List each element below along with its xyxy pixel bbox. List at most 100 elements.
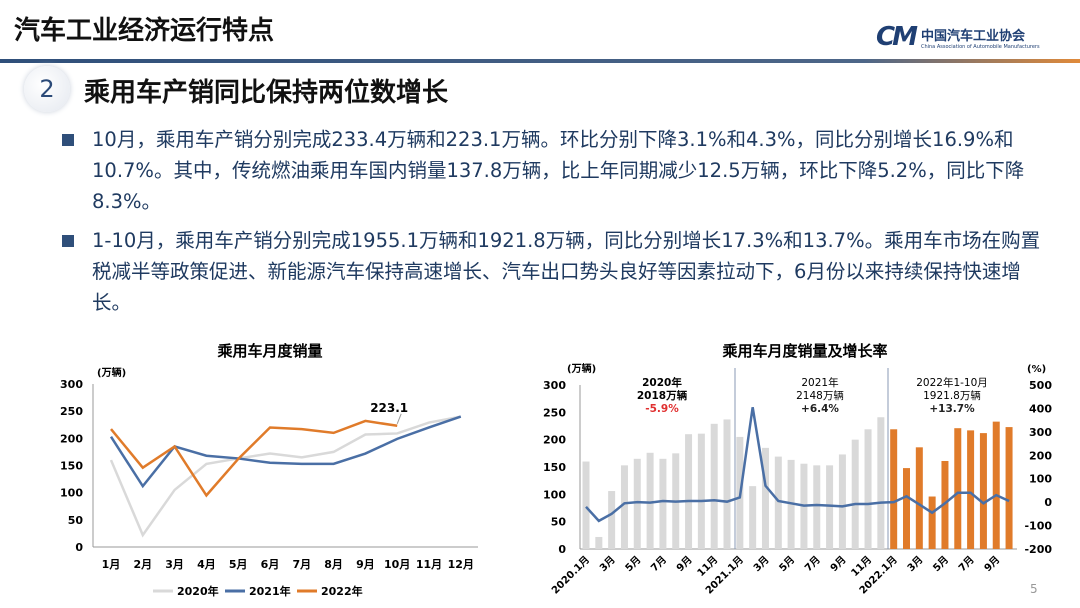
y2-tick-label: 0 bbox=[1044, 496, 1052, 509]
growth-rate-line bbox=[585, 407, 1010, 523]
y2-tick-label: 500 bbox=[1029, 379, 1052, 392]
y-tick-label: 300 bbox=[543, 379, 566, 392]
x-tick-label: 9月 bbox=[356, 558, 375, 571]
y-tick-label: 200 bbox=[60, 432, 83, 445]
y-tick-label: 150 bbox=[60, 460, 83, 473]
sales-bar bbox=[851, 439, 859, 549]
y-tick-label: 250 bbox=[543, 406, 566, 419]
y2-tick-label: 300 bbox=[1029, 426, 1052, 439]
y-tick-label: 100 bbox=[543, 488, 566, 501]
x-tick-label: 5月 bbox=[931, 554, 951, 574]
y-tick-label: 50 bbox=[551, 516, 567, 529]
sales-bar bbox=[685, 434, 693, 549]
sales-bar bbox=[608, 491, 616, 549]
x-tick-label: 3月 bbox=[597, 554, 617, 574]
sales-bar bbox=[838, 454, 846, 549]
x-tick-label: 3月 bbox=[905, 554, 925, 574]
section-number: 2 bbox=[24, 66, 70, 112]
logo-mark-icon: CM bbox=[876, 22, 918, 52]
sales-bar bbox=[992, 421, 1000, 549]
x-tick-label: 4月 bbox=[197, 558, 216, 571]
x-tick-label: 6月 bbox=[261, 558, 280, 571]
legend-label: 2022年 bbox=[321, 584, 363, 598]
chart-title: 乘用车月度销量及增长率 bbox=[721, 342, 887, 360]
annotation-rate: -5.9% bbox=[645, 403, 679, 415]
header-divider bbox=[0, 59, 1080, 63]
sales-bar bbox=[877, 417, 885, 549]
y-tick-label: 50 bbox=[68, 514, 84, 527]
sales-bar bbox=[941, 460, 949, 549]
monthly-sales-growth-chart: 乘用车月度销量及增长率(万辆) (%)050100150200250300-200… bbox=[543, 342, 1052, 597]
series-line-2022年 bbox=[110, 419, 398, 498]
annotation-line: 2148万辆 bbox=[796, 389, 844, 402]
x-tick-label: 7月 bbox=[802, 554, 822, 574]
bullet-list: 10月，乘用车产销分别完成233.4万辆和223.1万辆。环比分别下降3.1%和… bbox=[60, 124, 1050, 326]
x-tick-label: 3月 bbox=[751, 554, 771, 574]
y2-tick-label: 100 bbox=[1029, 473, 1052, 486]
x-tick-label: 5月 bbox=[777, 554, 797, 574]
y2-tick-label: 400 bbox=[1029, 402, 1052, 415]
sales-bar bbox=[595, 536, 603, 549]
sales-bar bbox=[646, 452, 654, 549]
sales-bar bbox=[903, 468, 910, 549]
legend-label: 2021年 bbox=[249, 584, 291, 598]
y-tick-label: 200 bbox=[543, 434, 566, 447]
annotation-line: 2020年 bbox=[642, 376, 682, 389]
x-tick-label: 8月 bbox=[324, 558, 343, 571]
y-tick-label: 250 bbox=[60, 405, 83, 418]
sales-bar bbox=[582, 461, 590, 549]
x-tick-label: 5月 bbox=[623, 554, 643, 574]
annotation-leader bbox=[396, 413, 402, 424]
series-line-2020年 bbox=[109, 415, 462, 538]
annotation-line: 1921.8万辆 bbox=[923, 389, 981, 402]
x-tick-label: 9月 bbox=[674, 554, 694, 574]
sales-bar bbox=[620, 465, 628, 549]
x-tick-label: 5月 bbox=[229, 558, 248, 571]
sales-bar bbox=[864, 429, 872, 549]
y-axis-unit: (万辆) bbox=[97, 366, 126, 379]
annotation-label: 223.1 bbox=[370, 401, 408, 415]
legend-label: 2020年 bbox=[177, 584, 219, 598]
sales-bar bbox=[1005, 427, 1013, 549]
sales-bar bbox=[979, 433, 987, 549]
slide-title: 汽车工业经济运行特点 bbox=[14, 16, 275, 46]
annotation-rate: +6.4% bbox=[801, 403, 839, 415]
sales-bar bbox=[697, 433, 705, 549]
x-tick-label: 2020.1月 bbox=[549, 554, 592, 597]
section-title: 乘用车产销同比保持两位数增长 bbox=[84, 78, 449, 108]
sales-bar bbox=[761, 447, 769, 549]
y-tick-label: 0 bbox=[558, 543, 566, 556]
y-tick-label: 300 bbox=[60, 378, 83, 391]
page-number: 5 bbox=[1030, 582, 1038, 596]
sales-bar bbox=[967, 430, 975, 549]
x-tick-label: 7月 bbox=[292, 558, 311, 571]
x-tick-label: 9月 bbox=[982, 554, 1002, 574]
y-tick-label: 100 bbox=[60, 487, 83, 500]
annotation-line: 2022年1-10月 bbox=[916, 376, 988, 389]
x-tick-label: 11月 bbox=[416, 558, 442, 571]
sales-bar bbox=[749, 486, 757, 549]
y-axis-unit: (万辆) bbox=[567, 362, 596, 375]
sales-bar bbox=[710, 423, 718, 549]
y2-tick-label: -100 bbox=[1024, 520, 1052, 533]
sales-bar bbox=[928, 496, 936, 549]
series-line-2021年 bbox=[109, 415, 462, 489]
y-tick-label: 0 bbox=[75, 541, 83, 554]
bullet-item: 10月，乘用车产销分别完成233.4万辆和223.1万辆。环比分别下降3.1%和… bbox=[60, 124, 1050, 217]
x-tick-label: 9月 bbox=[828, 554, 848, 574]
x-tick-label: 7月 bbox=[956, 554, 976, 574]
annotation-line: 2018万辆 bbox=[637, 389, 688, 402]
sales-bar bbox=[723, 419, 731, 549]
x-tick-label: 12月 bbox=[448, 558, 474, 571]
logo-cn: 中国汽车工业协会 bbox=[920, 28, 1025, 44]
x-tick-label: 7月 bbox=[649, 554, 669, 574]
sales-bar bbox=[890, 429, 898, 549]
x-tick-label: 10月 bbox=[384, 558, 410, 571]
sales-bar bbox=[915, 447, 923, 549]
y2-tick-label: 200 bbox=[1029, 449, 1052, 462]
sales-bar bbox=[774, 456, 782, 549]
y2-tick-label: -200 bbox=[1024, 543, 1052, 556]
annotation-rate: +13.7% bbox=[929, 403, 975, 415]
sales-bar bbox=[954, 428, 962, 549]
caam-logo: CM 中国汽车工业协会 China Association of Automob… bbox=[876, 22, 1040, 52]
